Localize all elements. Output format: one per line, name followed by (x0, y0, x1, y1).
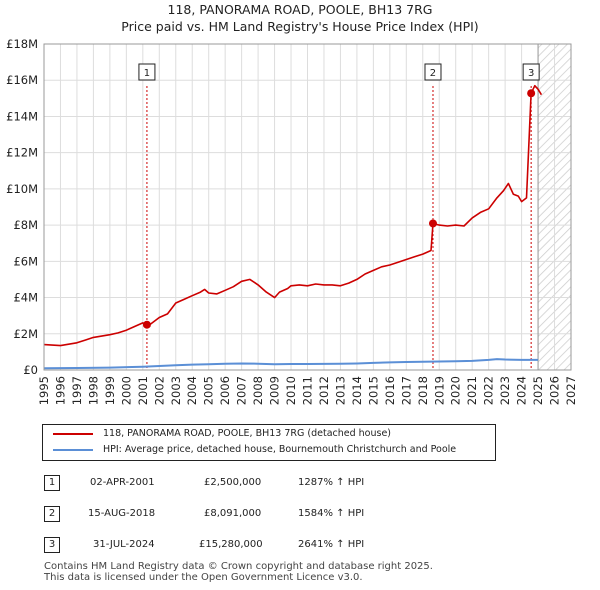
x-tick-label: 2003 (169, 376, 183, 405)
x-tick-label: 2019 (432, 376, 446, 405)
x-tick-label: 2000 (119, 376, 133, 405)
legend-label-property: 118, PANORAMA ROAD, POOLE, BH13 7RG (det… (103, 428, 392, 439)
x-tick-label: 2009 (268, 376, 282, 405)
sale-point (428, 219, 437, 228)
x-tick-label: 2018 (416, 376, 430, 405)
y-tick-label: £4M (13, 291, 38, 305)
x-tick-label: 2004 (185, 376, 199, 405)
y-tick-label: £12M (6, 146, 38, 160)
transaction-price: £8,091,000 (204, 508, 262, 519)
x-tick-label: 2006 (218, 376, 232, 405)
x-tick-label: 1996 (53, 376, 67, 405)
legend-swatch-red (53, 432, 93, 435)
legend-swatch-blue (53, 448, 93, 451)
legend-item-hpi: HPI: Average price, detached house, Bour… (53, 444, 456, 460)
x-tick-label: 2025 (531, 376, 545, 405)
x-tick-label: 2014 (350, 376, 364, 405)
x-tick-label: 1997 (70, 376, 84, 405)
hpi-line (43, 358, 539, 370)
x-tick-label: 2027 (564, 376, 578, 405)
y-tick-label: £2M (13, 327, 38, 341)
x-tick-label: 2026 (548, 376, 562, 405)
footer-licence: This data is licensed under the Open Gov… (44, 572, 363, 583)
y-tick-label: £10M (6, 182, 38, 196)
x-tick-label: 2001 (136, 376, 150, 405)
y-tick-label: £14M (6, 109, 38, 123)
x-tick-label: 2024 (515, 376, 529, 405)
transaction-number: 2 (44, 506, 60, 522)
sale-label: 3 (528, 68, 534, 79)
y-tick-label: £18M (6, 37, 38, 51)
x-tick-label: 2016 (383, 376, 397, 405)
x-tick-label: 2010 (284, 376, 298, 405)
sale-label-box (424, 63, 442, 81)
x-tick-label: 2017 (399, 376, 413, 405)
x-tick-label: 2002 (152, 376, 166, 405)
x-tick-label: 2011 (301, 376, 315, 405)
legend-label-hpi: HPI: Average price, detached house, Bour… (103, 444, 457, 455)
sale-label: 2 (430, 68, 436, 79)
x-tick-label: 2021 (465, 376, 479, 405)
sale-label-box (522, 63, 540, 81)
y-tick-label: £8M (13, 218, 38, 232)
legend: 118, PANORAMA ROAD, POOLE, BH13 7RG (det… (42, 424, 496, 461)
x-tick-label: 2012 (317, 376, 331, 405)
x-tick-label: 2020 (449, 376, 463, 405)
x-tick-label: 2015 (366, 376, 380, 405)
x-tick-label: 1998 (86, 376, 100, 405)
transaction-date: 31-JUL-2024 (93, 539, 155, 550)
chart-title: 118, PANORAMA ROAD, POOLE, BH13 7RG (167, 2, 433, 17)
x-tick-label: 2022 (482, 376, 496, 405)
x-tick-label: 2007 (235, 376, 249, 405)
y-tick-label: £16M (6, 73, 38, 87)
plot-border (43, 43, 572, 371)
sale-point (142, 320, 151, 329)
transaction-hpi: 1584% ↑ HPI (298, 508, 365, 519)
transaction-date: 15-AUG-2018 (88, 508, 156, 519)
x-tick-label: 2023 (498, 376, 512, 405)
transaction-price: £2,500,000 (204, 477, 262, 488)
sale-label-box (138, 63, 156, 81)
transaction-hpi: 2641% ↑ HPI (298, 539, 365, 550)
y-tick-label: £0 (23, 363, 38, 377)
property-price-line (43, 84, 543, 347)
x-tick-label: 2005 (202, 376, 216, 405)
x-tick-label: 1999 (103, 376, 117, 405)
transaction-number: 3 (44, 537, 60, 553)
y-tick-label: £6M (13, 254, 38, 268)
transaction-hpi: 1287% ↑ HPI (298, 477, 365, 488)
chart-subtitle: Price paid vs. HM Land Registry's House … (121, 19, 479, 34)
footer-copyright: Contains HM Land Registry data © Crown c… (44, 561, 433, 572)
x-tick-label: 2008 (251, 376, 265, 405)
x-tick-label: 2013 (333, 376, 347, 405)
legend-item-property: 118, PANORAMA ROAD, POOLE, BH13 7RG (det… (53, 428, 391, 444)
x-tick-label: 1995 (37, 376, 51, 405)
transaction-price: £15,280,000 (199, 539, 263, 550)
transaction-number: 1 (44, 475, 60, 491)
transaction-date: 02-APR-2001 (90, 477, 155, 488)
sale-label: 1 (144, 68, 150, 79)
sale-point (527, 89, 536, 98)
